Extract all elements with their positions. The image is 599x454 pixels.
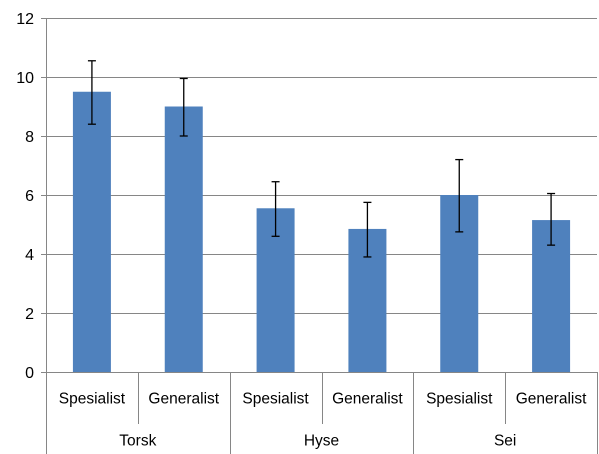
bar — [72, 91, 111, 372]
x-category-label: Spesialist — [59, 391, 126, 408]
x-category-label: Spesialist — [242, 391, 309, 408]
x-category-label: Generalist — [332, 391, 403, 408]
y-tick-label: 4 — [25, 247, 34, 264]
error-bars — [87, 60, 556, 258]
x-category-label: Generalist — [148, 391, 219, 408]
bar — [164, 106, 203, 372]
x-group-label: Sei — [494, 433, 516, 450]
y-tick-label: 12 — [16, 11, 34, 28]
gridlines — [46, 18, 597, 314]
x-category-label: Spesialist — [426, 391, 493, 408]
y-tick-label: 10 — [16, 70, 34, 87]
bars — [72, 91, 571, 372]
x-category-labels: Spesialist Generalist Spesialist Generalist… — [59, 391, 587, 408]
y-tick-label: 6 — [25, 188, 34, 205]
y-tick-label: 0 — [25, 365, 34, 382]
axes — [41, 18, 598, 454]
y-tick-labels: 0 2 4 6 8 10 12 — [16, 11, 34, 382]
x-group-labels: Torsk Hyse Sei — [119, 433, 516, 450]
y-tick-label: 2 — [25, 306, 34, 323]
x-group-label: Torsk — [119, 433, 156, 450]
y-tick-label: 8 — [25, 129, 34, 146]
x-category-label: Generalist — [516, 391, 587, 408]
x-group-label: Hyse — [304, 433, 339, 450]
